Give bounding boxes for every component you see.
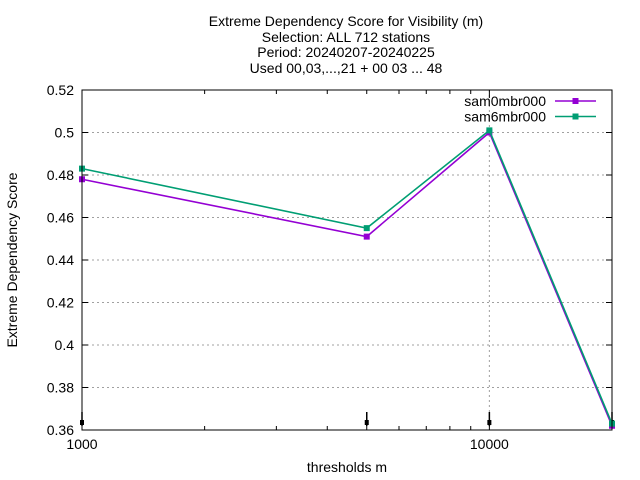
y-tick-label: 0.36 (47, 422, 74, 438)
legend-label: sam6mbr000 (464, 109, 546, 125)
series-line (81, 131, 613, 427)
grid-lines (82, 90, 612, 430)
error-marker-point (487, 420, 492, 425)
series-line (81, 129, 613, 424)
x-axis-ticks: 1000 10000 (66, 90, 509, 452)
title-line: Period: 20240207-20240225 (257, 44, 435, 60)
x-axis-label: thresholds m (307, 459, 387, 475)
y-tick-label: 0.46 (47, 210, 74, 226)
y-axis-ticks: 0.36 0.38 0.4 0.42 0.44 0.46 0.48 0.5 0.52 (47, 82, 612, 438)
title-line: Selection: ALL 712 stations (262, 29, 430, 45)
x-tick-label: 10000 (470, 436, 509, 452)
legend-marker (572, 98, 579, 104)
legend-label: sam0mbr000 (464, 93, 546, 109)
y-tick-label: 0.5 (55, 125, 75, 141)
plot-area-frame (81, 89, 613, 431)
title-line: Used 00,03,...,21 + 00 03 ... 48 (250, 60, 443, 76)
x-tick-label: 1000 (66, 436, 97, 452)
y-tick-label: 0.48 (47, 167, 74, 183)
error-marker-point (364, 420, 369, 425)
y-tick-label: 0.52 (47, 82, 74, 98)
data-point (486, 127, 493, 134)
y-tick-label: 0.4 (55, 337, 75, 353)
legend-marker (572, 113, 579, 120)
y-tick-label: 0.42 (47, 295, 74, 311)
series-layer (79, 127, 615, 429)
error-markers (80, 412, 614, 426)
data-point (363, 233, 370, 240)
data-point (363, 225, 370, 232)
y-axis-label: Extreme Dependency Score (4, 172, 20, 347)
y-tick-label: 0.38 (47, 380, 74, 396)
title-line: Extreme Dependency Score for Visibility … (209, 13, 483, 29)
chart-title: Extreme Dependency Score for Visibility … (209, 13, 483, 76)
y-tick-label: 0.44 (47, 252, 74, 268)
